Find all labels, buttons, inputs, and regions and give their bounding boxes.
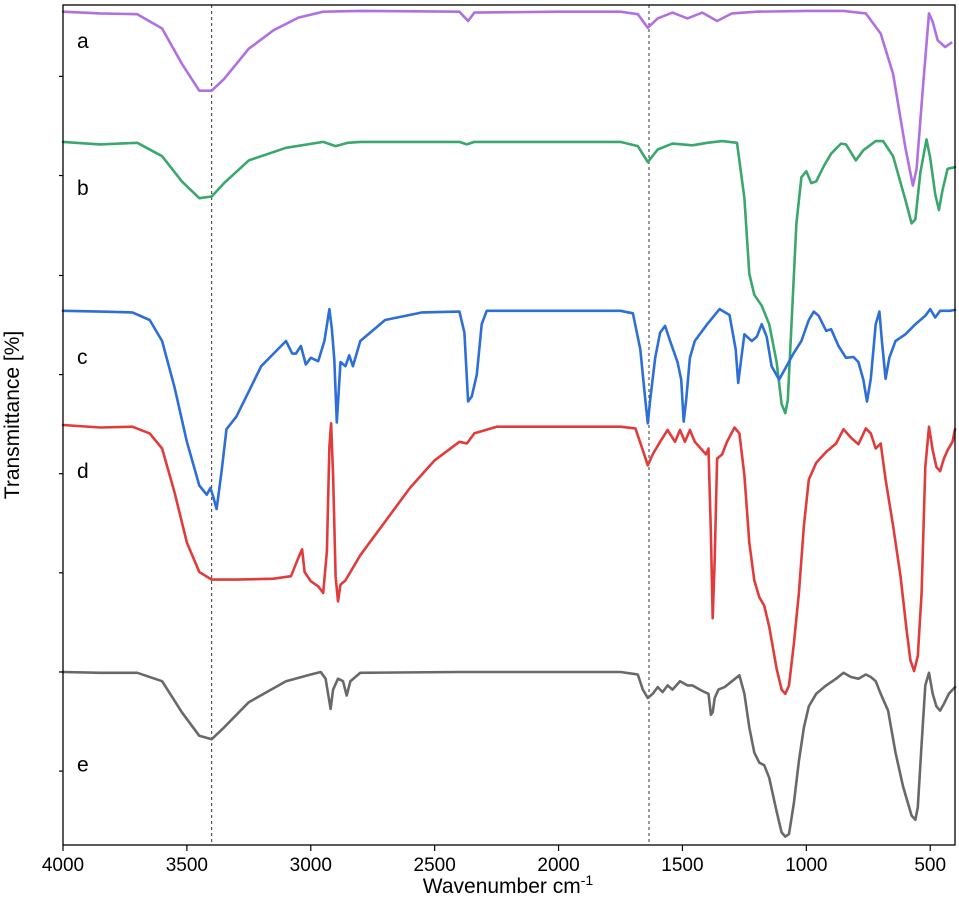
x-tick-label: 4000 xyxy=(42,855,84,876)
x-tick-label: 500 xyxy=(914,855,946,876)
curve-label-e: e xyxy=(77,753,89,776)
x-tick-label: 1000 xyxy=(785,855,827,876)
y-axis-ticks xyxy=(59,75,63,772)
x-axis-title-text: Wavenumber cm xyxy=(423,875,581,898)
series-line-d xyxy=(61,422,957,696)
x-tick-label: 2000 xyxy=(537,855,579,876)
plot-frame xyxy=(62,4,956,846)
series-line-e xyxy=(61,670,957,838)
series-group xyxy=(61,9,957,838)
x-axis-title: Wavenumber cm-1 xyxy=(423,872,594,898)
series-line-c xyxy=(61,307,957,511)
curve-label-c: c xyxy=(77,346,88,369)
curve-label-a: a xyxy=(77,30,89,53)
curve-label-d: d xyxy=(77,460,89,483)
curve-label-b: b xyxy=(77,177,89,200)
x-tick-label: 2500 xyxy=(414,855,456,876)
series-line-b xyxy=(61,138,957,415)
x-axis-ticks: 4000 3500 3000 2500 2000 1500 1000 500 xyxy=(42,845,946,876)
y-axis-title: Transmittance [%] xyxy=(1,331,24,499)
curve-labels: a b c d e xyxy=(77,30,89,776)
x-axis-title-superscript: -1 xyxy=(581,872,594,888)
series-line-a xyxy=(61,9,953,187)
x-tick-label: 1500 xyxy=(661,855,703,876)
x-tick-label: 3000 xyxy=(290,855,332,876)
reference-lines xyxy=(211,5,650,845)
x-tick-label: 3500 xyxy=(166,855,208,876)
